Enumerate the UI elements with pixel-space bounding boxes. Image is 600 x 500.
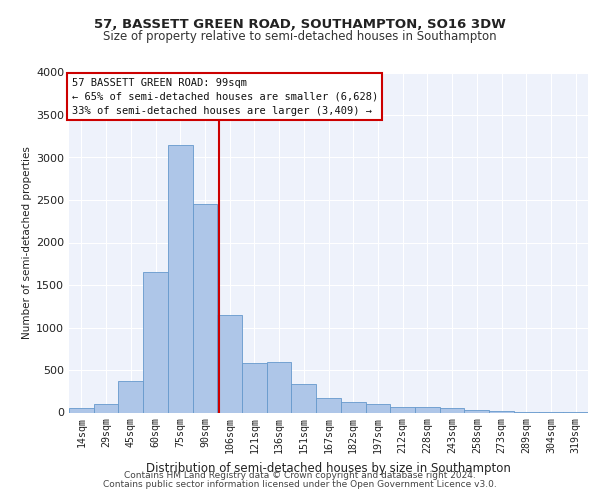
Bar [69,408,94,412]
Text: 57 BASSETT GREEN ROAD: 99sqm
← 65% of semi-detached houses are smaller (6,628)
3: 57 BASSETT GREEN ROAD: 99sqm ← 65% of se… [71,78,378,116]
Text: Contains public sector information licensed under the Open Government Licence v3: Contains public sector information licen… [103,480,497,489]
Bar [143,272,168,412]
Bar [365,404,390,412]
Bar [341,402,365,412]
Bar [316,398,341,412]
X-axis label: Distribution of semi-detached houses by size in Southampton: Distribution of semi-detached houses by … [146,462,511,474]
Bar [168,145,193,412]
Text: Size of property relative to semi-detached houses in Southampton: Size of property relative to semi-detach… [103,30,497,43]
Bar [464,410,489,412]
Bar [193,204,217,412]
Bar [94,404,118,412]
Bar [292,384,316,412]
Bar [415,408,440,412]
Bar [390,406,415,412]
Y-axis label: Number of semi-detached properties: Number of semi-detached properties [22,146,32,339]
Bar [242,363,267,412]
Bar [267,362,292,412]
Bar [489,411,514,412]
Bar [118,381,143,412]
Text: Contains HM Land Registry data © Crown copyright and database right 2024.: Contains HM Land Registry data © Crown c… [124,471,476,480]
Bar [440,408,464,412]
Bar [217,315,242,412]
Text: 57, BASSETT GREEN ROAD, SOUTHAMPTON, SO16 3DW: 57, BASSETT GREEN ROAD, SOUTHAMPTON, SO1… [94,18,506,30]
